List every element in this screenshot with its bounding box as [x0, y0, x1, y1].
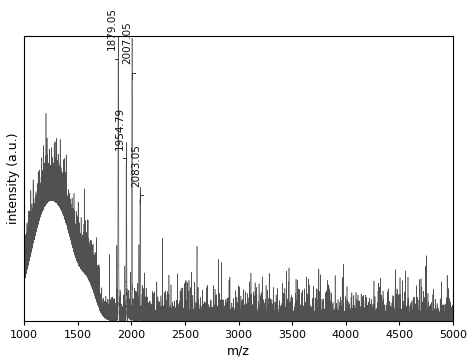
Text: 1954.79: 1954.79 — [115, 107, 125, 150]
X-axis label: m/z: m/z — [227, 344, 250, 357]
Y-axis label: intensity (a.u.): intensity (a.u.) — [7, 132, 20, 224]
Text: 1879.05: 1879.05 — [107, 7, 117, 50]
Text: 2007.05: 2007.05 — [123, 22, 133, 64]
Text: 2083.05: 2083.05 — [131, 144, 141, 187]
